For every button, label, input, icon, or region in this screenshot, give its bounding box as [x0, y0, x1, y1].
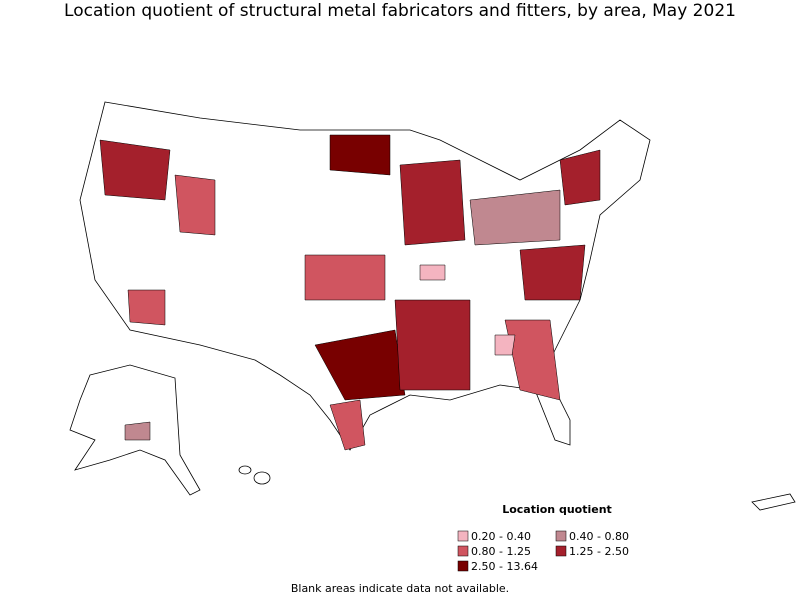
region	[329, 134, 391, 176]
legend-label: 0.80 - 1.25	[471, 545, 531, 558]
legend-swatch	[555, 545, 567, 557]
legend-label: 0.40 - 0.80	[569, 530, 629, 543]
region	[314, 329, 406, 401]
region	[124, 421, 151, 441]
region	[559, 149, 601, 206]
legend-swatch	[555, 530, 567, 542]
region	[127, 289, 166, 326]
legend-label: 0.20 - 0.40	[471, 530, 531, 543]
region	[329, 399, 366, 451]
legend: 0.20 - 0.40 0.40 - 0.80 0.80 - 1.25 1.25 - …	[457, 530, 629, 573]
region	[504, 319, 561, 401]
region	[304, 254, 386, 301]
region	[469, 189, 561, 246]
legend-swatch	[457, 560, 469, 572]
note: Blank areas indicate data not available.	[291, 582, 509, 595]
region	[99, 139, 171, 201]
map	[69, 101, 796, 511]
legend-swatch	[457, 545, 469, 557]
legend-label: 2.50 - 13.64	[471, 560, 538, 573]
region	[494, 334, 516, 356]
legend-swatch	[457, 530, 469, 542]
legend-title: Location quotient	[502, 503, 612, 516]
puerto-rico	[751, 493, 796, 511]
region	[174, 174, 216, 236]
region	[399, 159, 466, 246]
region	[519, 244, 586, 301]
region	[394, 299, 471, 391]
hawaii	[253, 471, 271, 485]
legend-label: 1.25 - 2.50	[569, 545, 629, 558]
hawaii	[238, 465, 252, 475]
region	[419, 264, 446, 281]
title: Location quotient of structural metal fa…	[64, 1, 736, 21]
